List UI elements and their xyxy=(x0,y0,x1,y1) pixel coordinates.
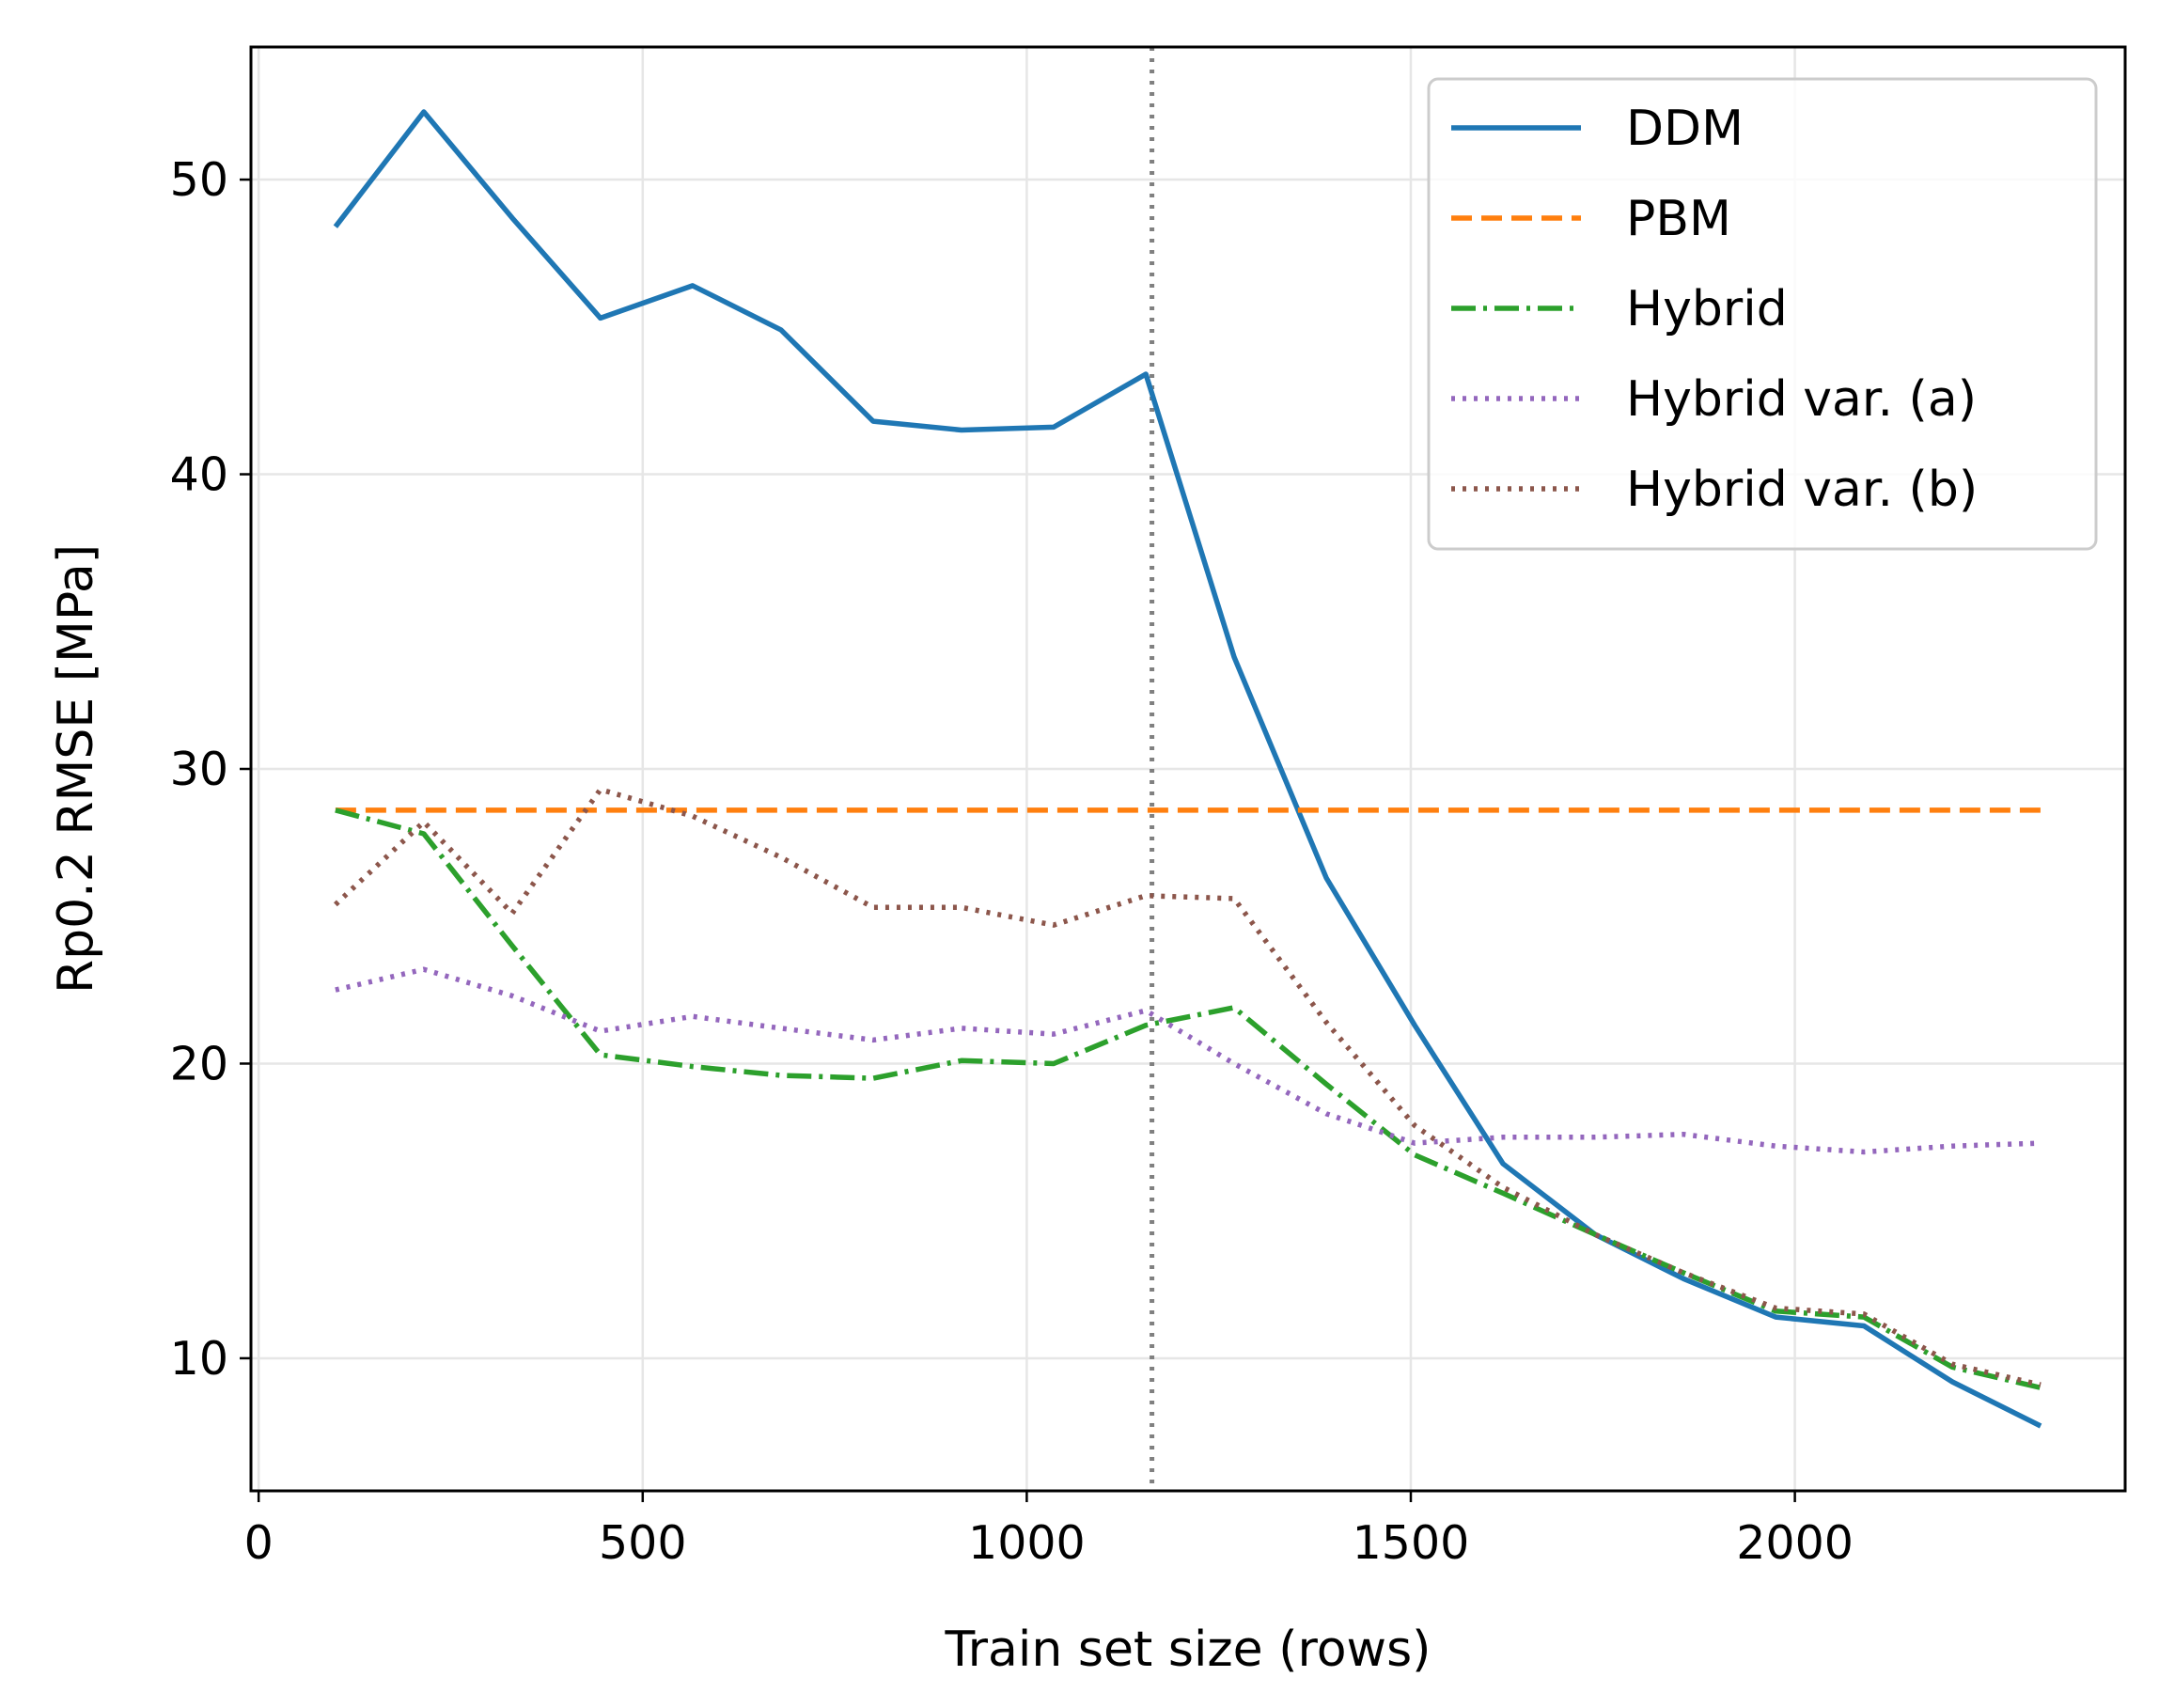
y-tick-label: 20 xyxy=(170,1037,228,1090)
legend-box xyxy=(1427,77,2098,551)
legend-label-hybrid: Hybrid xyxy=(1626,281,1788,337)
series-line-ddm xyxy=(333,109,2042,1429)
y-tick-label: 40 xyxy=(170,448,228,502)
x-tick-label: 0 xyxy=(244,1516,274,1570)
x-axis-ticks: 0 500 1000 1500 2000 xyxy=(244,1491,1854,1570)
x-tick-label: 2000 xyxy=(1736,1516,1854,1570)
legend-label-pbm: PBM xyxy=(1626,191,1731,247)
series-line-hybrid xyxy=(335,807,2042,1390)
x-tick-label: 1000 xyxy=(968,1516,1086,1570)
legend-label-hybrid-var-a: Hybrid var. (a) xyxy=(1626,371,1977,428)
y-axis-ticks: 10 20 30 40 50 xyxy=(170,153,251,1386)
x-tick-label: 1500 xyxy=(1353,1516,1470,1570)
y-tick-label: 50 xyxy=(170,153,228,207)
series-layer xyxy=(333,109,2042,1429)
legend-label-hybrid-var-b: Hybrid var. (b) xyxy=(1626,462,1978,518)
y-tick-label: 30 xyxy=(170,743,228,796)
x-axis-label: Train set size (rows) xyxy=(945,1622,1432,1678)
y-axis-label: Rp0.2 RMSE [MPa] xyxy=(48,544,104,994)
series-line-hybrid-var-a xyxy=(335,966,2042,1155)
legend: DDM PBM Hybrid Hybrid var. (a) Hybrid var. (… xyxy=(1427,77,2098,551)
x-tick-label: 500 xyxy=(599,1516,687,1570)
series-line-hybrid-var-b xyxy=(334,787,2042,1387)
legend-label-ddm: DDM xyxy=(1626,101,1744,157)
y-tick-label: 10 xyxy=(170,1332,228,1386)
